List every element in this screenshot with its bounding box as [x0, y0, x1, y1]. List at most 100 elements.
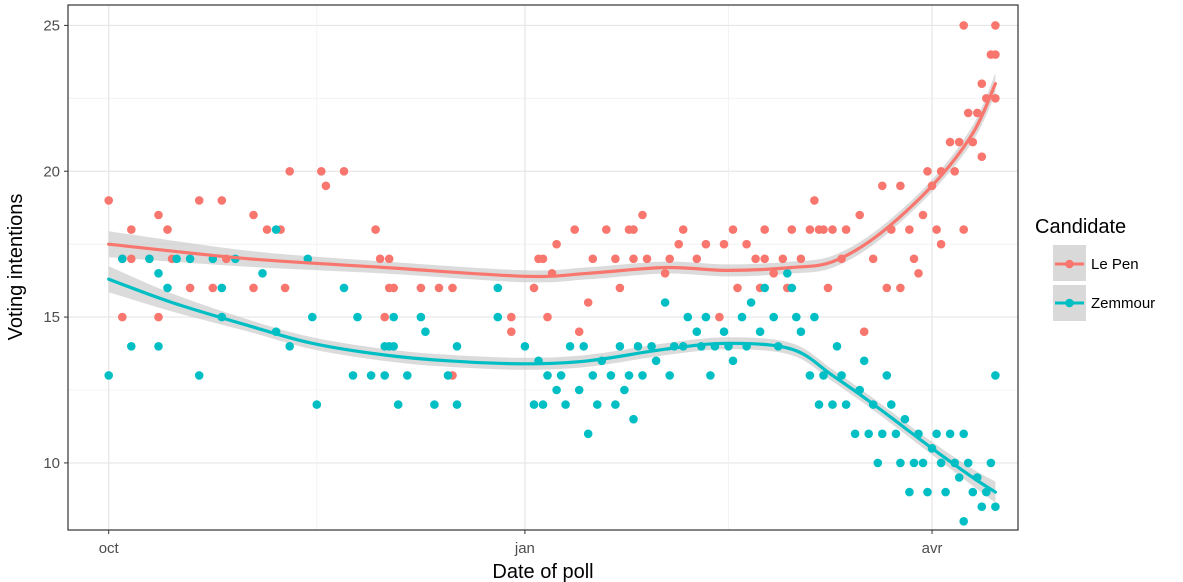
point-lepen	[583, 298, 593, 307]
point-zemmour	[303, 254, 313, 264]
point-lepen	[760, 254, 769, 264]
point-lepen	[280, 283, 290, 293]
legend-label-lepen: Le Pen	[1091, 256, 1139, 273]
point-zemmour	[810, 312, 819, 322]
point-zemmour	[728, 356, 738, 366]
point-lepen	[588, 254, 598, 264]
point-lepen	[529, 283, 539, 293]
point-zemmour	[905, 487, 914, 497]
point-zemmour	[954, 473, 964, 482]
point-zemmour	[841, 400, 851, 409]
point-zemmour	[638, 371, 647, 380]
point-zemmour	[665, 371, 674, 380]
point-zemmour	[633, 342, 643, 351]
point-zemmour	[565, 342, 575, 351]
point-zemmour	[896, 458, 905, 468]
trend-line-lepen	[107, 82, 997, 279]
point-lepen	[127, 225, 136, 234]
point-lepen	[896, 181, 905, 191]
point-zemmour	[918, 458, 928, 468]
legend-title: Candidate	[1035, 216, 1126, 238]
point-zemmour	[624, 371, 634, 380]
point-lepen	[448, 283, 457, 293]
point-zemmour	[819, 371, 828, 380]
axes: 10 15 20 25 oct jan avr	[43, 17, 942, 557]
trend-line-zemmour	[107, 277, 997, 494]
point-zemmour	[583, 429, 593, 439]
point-lepen	[380, 312, 390, 322]
point-lepen	[552, 239, 561, 249]
point-lepen	[787, 225, 797, 234]
point-lepen	[945, 137, 955, 147]
point-zemmour	[991, 502, 1000, 512]
point-lepen	[375, 254, 385, 264]
point-lepen	[629, 254, 638, 264]
point-zemmour	[900, 414, 910, 424]
point-lepen	[977, 152, 987, 161]
point-zemmour	[706, 371, 715, 380]
point-lepen	[973, 108, 982, 118]
point-lepen	[611, 254, 620, 264]
point-zemmour	[217, 283, 227, 293]
x-tick-label: avr	[922, 540, 943, 557]
point-zemmour	[579, 342, 588, 351]
point-zemmour	[864, 429, 873, 439]
point-lepen	[570, 225, 579, 234]
legend-key-zemmour-point	[1065, 298, 1074, 308]
point-zemmour	[651, 356, 661, 366]
point-lepen	[991, 21, 1000, 30]
point-lepen	[796, 254, 806, 264]
point-zemmour	[878, 429, 887, 439]
point-lepen	[321, 181, 331, 191]
point-lepen	[317, 167, 326, 176]
point-zemmour	[339, 283, 349, 293]
point-zemmour	[982, 487, 991, 497]
point-zemmour	[285, 342, 295, 351]
point-zemmour	[783, 269, 792, 278]
point-zemmour	[963, 458, 973, 468]
point-zemmour	[538, 400, 548, 409]
point-lepen	[615, 283, 625, 293]
point-zemmour	[452, 342, 462, 351]
point-zemmour	[719, 327, 729, 337]
point-zemmour	[945, 429, 955, 439]
point-zemmour	[660, 298, 670, 307]
point-zemmour	[154, 269, 163, 278]
point-zemmour	[588, 371, 598, 380]
y-tick-label: 15	[43, 309, 60, 326]
point-zemmour	[683, 312, 693, 322]
point-lepen	[954, 137, 964, 147]
point-lepen	[950, 167, 959, 176]
point-lepen	[882, 283, 892, 293]
point-zemmour	[421, 327, 430, 337]
x-tick-label: oct	[99, 540, 120, 557]
point-zemmour	[814, 400, 824, 409]
point-lepen	[859, 327, 869, 337]
y-tick-label: 25	[43, 17, 60, 34]
confidence-band-lepen	[108, 73, 996, 283]
point-zemmour	[393, 400, 403, 409]
panel-background	[68, 5, 1018, 530]
point-zemmour	[923, 487, 932, 497]
point-zemmour	[873, 458, 883, 468]
point-zemmour	[760, 283, 769, 293]
point-lepen	[715, 312, 724, 322]
point-lepen	[760, 225, 769, 234]
point-zemmour	[312, 400, 322, 409]
point-zemmour	[416, 312, 426, 322]
point-zemmour	[348, 371, 358, 380]
point-lepen	[674, 239, 683, 249]
point-lepen	[629, 225, 638, 234]
point-lepen	[905, 225, 914, 234]
point-lepen	[194, 196, 204, 205]
point-lepen	[733, 283, 742, 293]
point-lepen	[909, 254, 919, 264]
point-zemmour	[574, 385, 584, 395]
point-lepen	[692, 254, 702, 264]
point-zemmour	[941, 487, 950, 497]
point-lepen	[185, 283, 195, 293]
point-zemmour	[968, 487, 978, 497]
point-zemmour	[701, 312, 711, 322]
point-lepen	[991, 94, 1000, 103]
point-zemmour	[127, 342, 136, 351]
